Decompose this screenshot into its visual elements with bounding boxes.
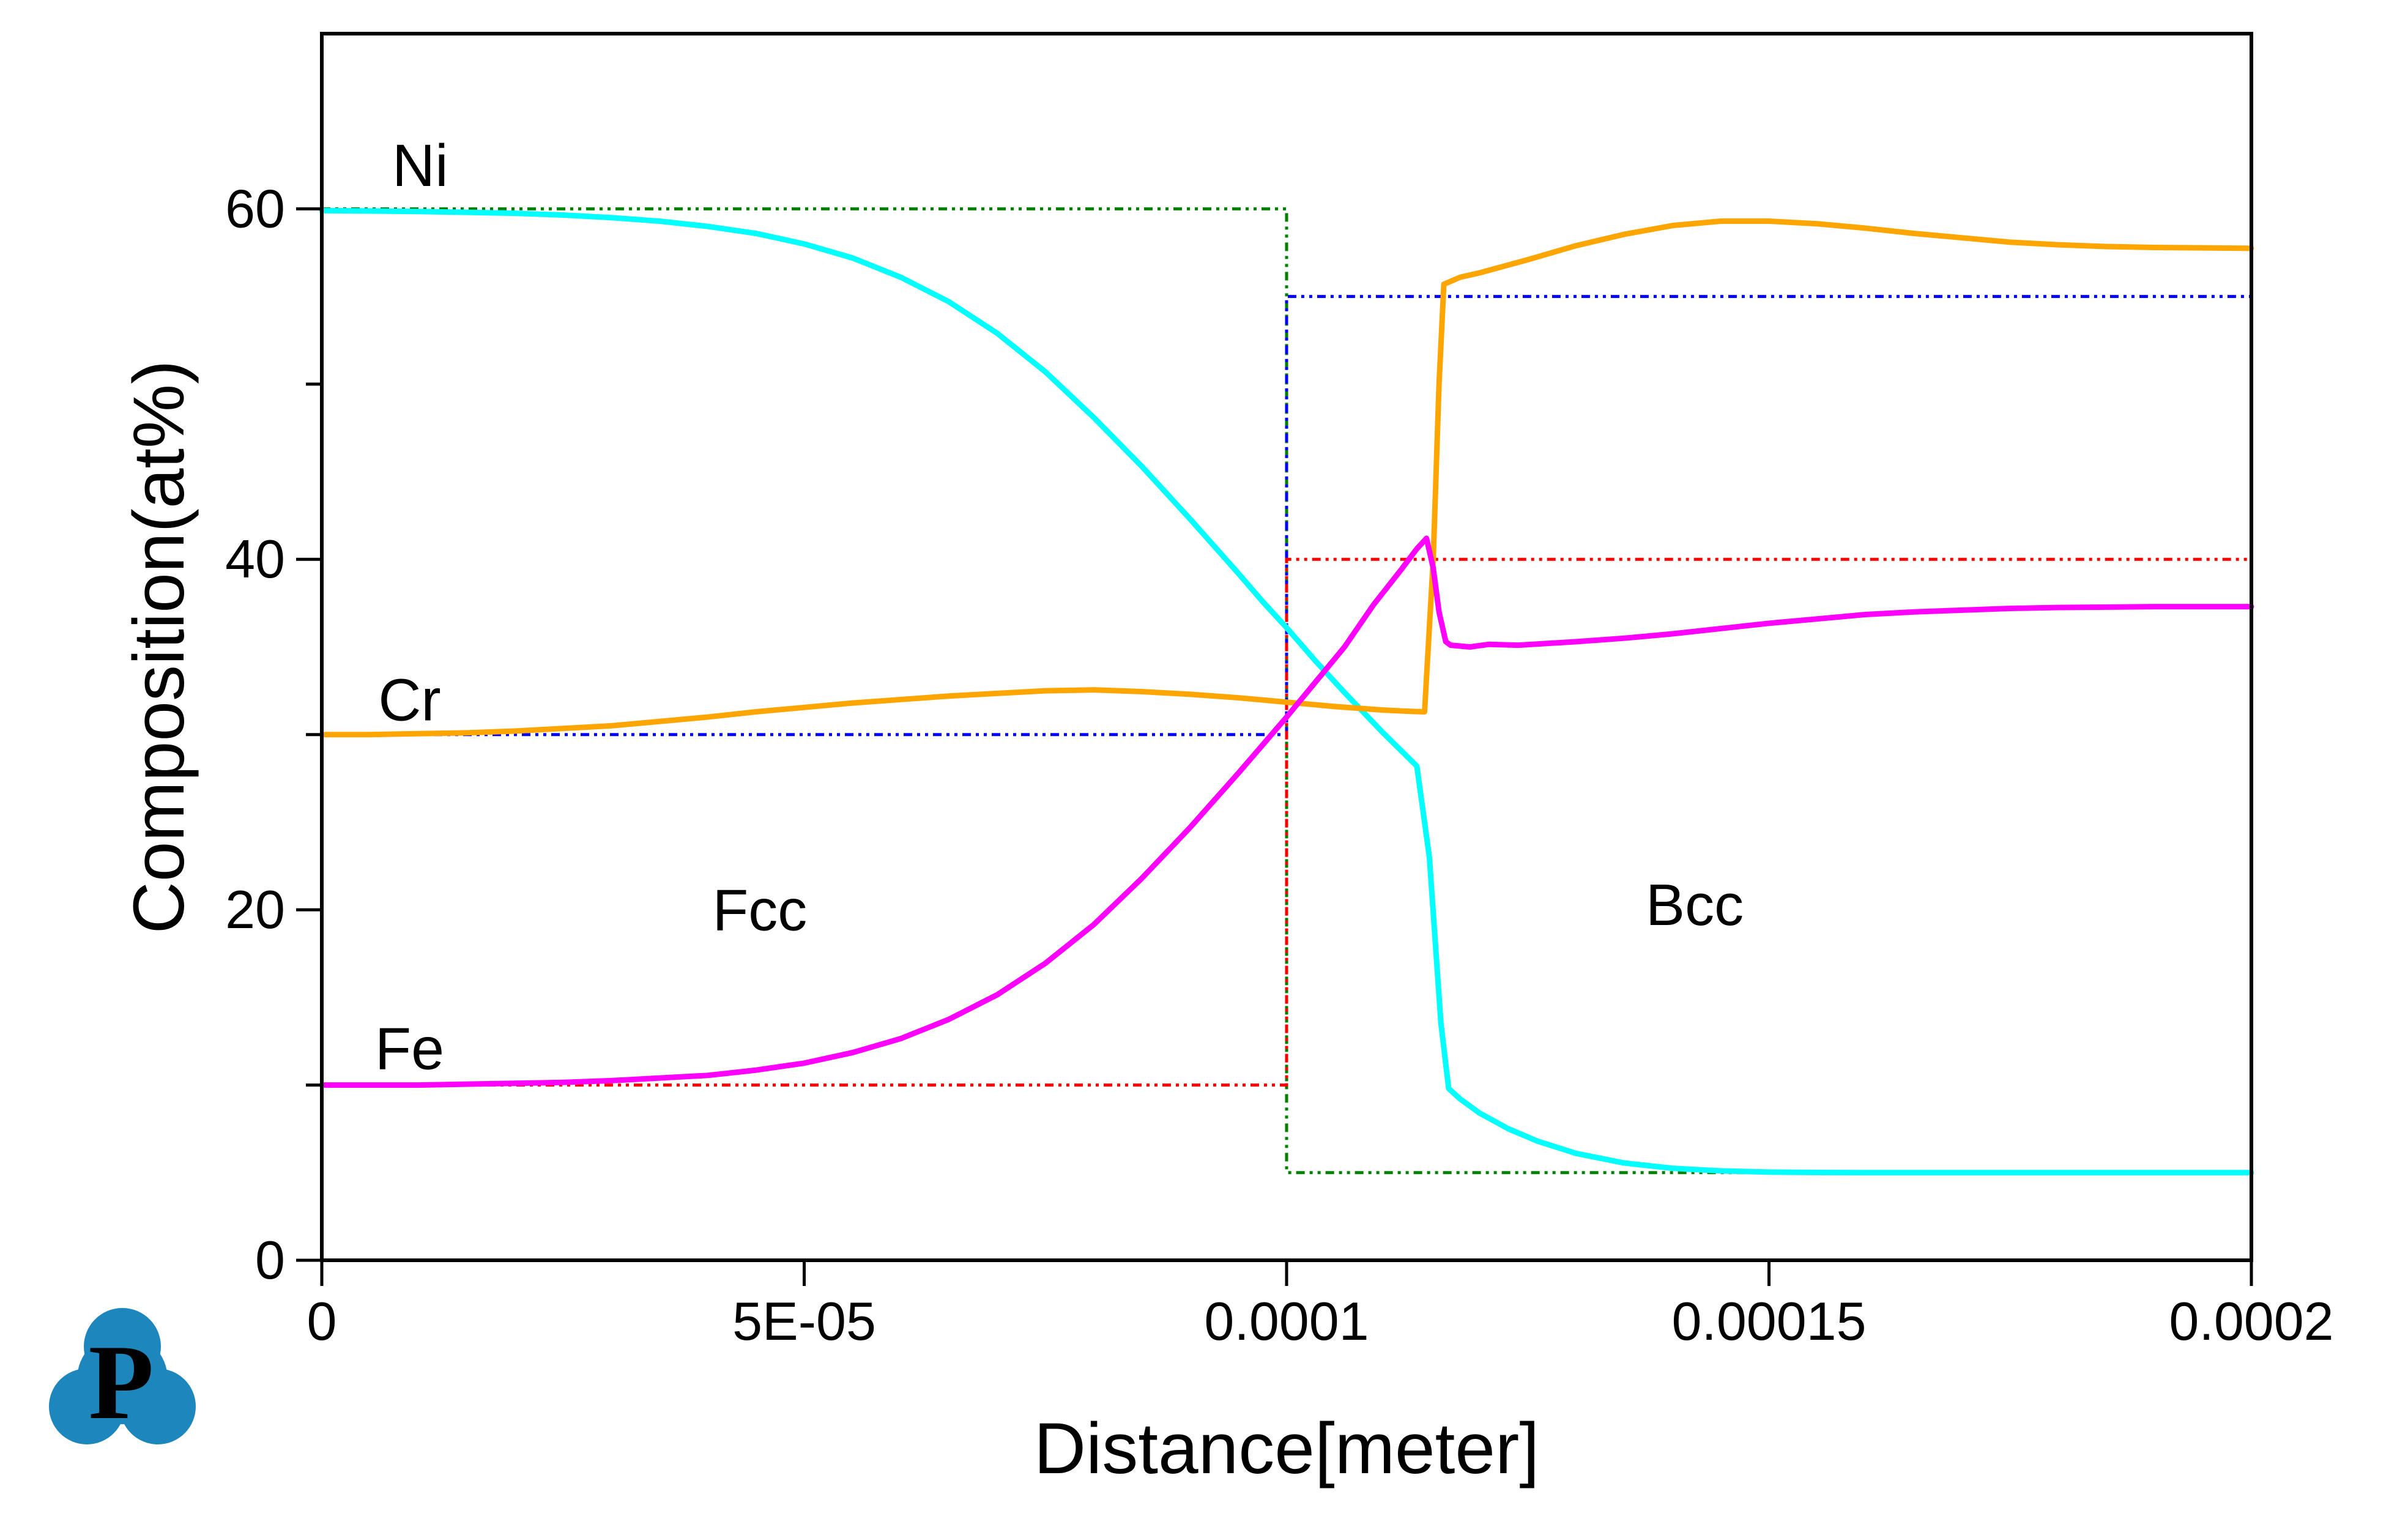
pandat-logo: P	[49, 1308, 196, 1444]
phase-label-fcc: Fcc	[713, 878, 808, 943]
series-curve-fe	[319, 535, 2254, 1088]
logo-letter: P	[89, 1323, 154, 1441]
initial-profile-fe-initial	[322, 557, 2251, 1087]
y-axis-tick-label: 40	[225, 529, 285, 589]
x-axis-tick-label: 0.0001	[1204, 1291, 1369, 1351]
series-curve-ni	[319, 207, 2254, 1176]
phase-label-bcc: Bcc	[1646, 872, 1744, 938]
logo-lobe-center	[77, 1334, 168, 1424]
series-label-fe: Fe	[375, 1015, 444, 1082]
y-axis-tick-label: 60	[225, 178, 285, 239]
series-curve-cr	[319, 218, 2254, 738]
series-label-ni: Ni	[392, 132, 448, 199]
x-axis-tick-label: 0.00015	[1671, 1291, 1866, 1351]
x-axis-tick-label: 0	[307, 1291, 337, 1351]
x-axis-tick-label: 5E-05	[732, 1291, 876, 1351]
y-axis-tick-label: 20	[225, 879, 285, 940]
x-axis-title: Distance[meter]	[1034, 1408, 1539, 1489]
y-axis-tick-label: 0	[255, 1230, 285, 1290]
y-axis-title: Composition(at%)	[119, 360, 199, 934]
initial-profile-cr-initial	[322, 295, 2251, 737]
series-label-cr: Cr	[378, 666, 440, 733]
x-axis-tick-label: 0.0002	[2169, 1291, 2333, 1351]
